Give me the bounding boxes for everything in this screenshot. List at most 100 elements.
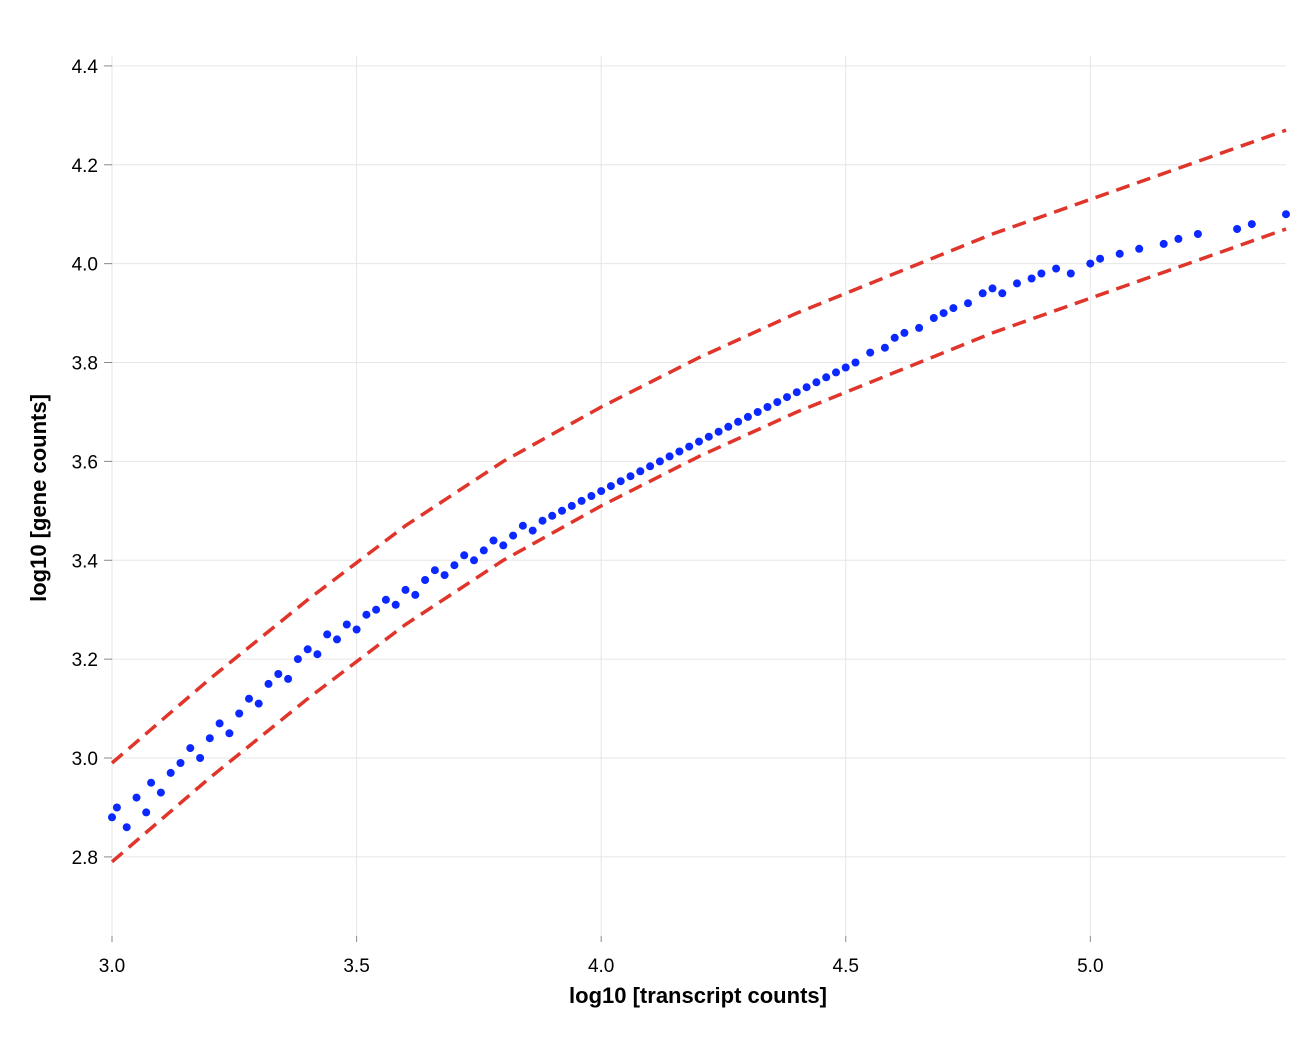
data-point bbox=[362, 610, 371, 619]
data-point bbox=[1159, 239, 1168, 248]
data-point bbox=[646, 462, 655, 471]
data-point bbox=[998, 289, 1007, 298]
data-point bbox=[293, 655, 302, 664]
data-point bbox=[509, 531, 518, 540]
data-point bbox=[156, 788, 165, 797]
data-point bbox=[401, 585, 410, 594]
data-point bbox=[235, 709, 244, 718]
data-point bbox=[303, 645, 312, 654]
data-point bbox=[372, 605, 381, 614]
data-point bbox=[391, 600, 400, 609]
data-point bbox=[196, 754, 205, 762]
data-point bbox=[1193, 230, 1202, 238]
data-point bbox=[900, 328, 909, 337]
data-point bbox=[841, 363, 850, 372]
data-point bbox=[866, 348, 875, 357]
data-point bbox=[763, 403, 772, 411]
data-point bbox=[313, 650, 322, 659]
upper-bound-line bbox=[110, 128, 1287, 765]
y-tick-label: 3.8 bbox=[72, 354, 98, 375]
data-point bbox=[205, 734, 214, 743]
data-point bbox=[1013, 279, 1021, 288]
data-point bbox=[440, 571, 449, 580]
data-point bbox=[567, 501, 576, 510]
x-tick-label: 3.0 bbox=[99, 956, 125, 977]
data-point bbox=[1086, 259, 1095, 268]
data-point bbox=[112, 803, 121, 812]
data-point bbox=[284, 674, 293, 683]
data-point bbox=[333, 635, 341, 644]
y-tick-label: 4.2 bbox=[72, 156, 98, 177]
data-point bbox=[964, 299, 972, 308]
data-point bbox=[166, 768, 175, 777]
data-point bbox=[743, 412, 752, 421]
data-point bbox=[132, 793, 141, 802]
data-point bbox=[1066, 269, 1075, 278]
data-point bbox=[122, 823, 131, 832]
x-tick-label: 4.5 bbox=[833, 956, 859, 977]
y-axis-title: log10 [gene counts] bbox=[26, 394, 51, 602]
data-point bbox=[626, 472, 635, 481]
y-tick-label: 3.6 bbox=[72, 452, 98, 473]
data-point bbox=[675, 447, 684, 456]
data-point bbox=[489, 536, 498, 545]
data-point bbox=[538, 516, 547, 525]
data-point bbox=[264, 679, 273, 688]
data-point bbox=[1174, 234, 1183, 243]
data-point bbox=[949, 304, 958, 313]
data-point bbox=[714, 427, 723, 436]
data-point bbox=[988, 284, 997, 293]
data-point bbox=[636, 467, 645, 476]
data-point bbox=[1052, 264, 1061, 273]
data-point bbox=[450, 561, 459, 570]
data-point bbox=[518, 521, 527, 530]
data-point bbox=[734, 417, 743, 426]
x-axis-title: log10 [transcript counts] bbox=[569, 983, 827, 1008]
data-point bbox=[430, 566, 439, 575]
data-point bbox=[802, 383, 811, 392]
data-point bbox=[606, 482, 615, 491]
data-point bbox=[323, 630, 332, 639]
data-point bbox=[880, 343, 889, 352]
data-point bbox=[890, 333, 899, 342]
data-point bbox=[245, 694, 253, 703]
x-tick-label: 4.0 bbox=[588, 956, 614, 977]
data-point bbox=[381, 595, 390, 604]
grid bbox=[111, 56, 1286, 936]
data-point bbox=[597, 487, 606, 496]
data-point bbox=[655, 457, 664, 466]
data-point bbox=[421, 576, 430, 584]
data-point bbox=[528, 526, 537, 535]
y-tick-label: 3.4 bbox=[72, 551, 99, 572]
data-point bbox=[342, 620, 351, 629]
data-point bbox=[915, 323, 924, 332]
data-point bbox=[352, 625, 361, 634]
data-point bbox=[978, 289, 987, 298]
data-point bbox=[577, 496, 586, 505]
data-point bbox=[783, 393, 791, 402]
data-point bbox=[587, 492, 596, 500]
data-point bbox=[479, 546, 488, 555]
data-point bbox=[1027, 274, 1036, 283]
data-point bbox=[665, 452, 674, 461]
y-tick-label: 4.4 bbox=[72, 57, 99, 78]
data-point bbox=[1037, 269, 1046, 278]
data-point bbox=[225, 729, 234, 738]
data-point bbox=[616, 477, 625, 486]
x-tick-label: 3.5 bbox=[343, 956, 369, 977]
data-point bbox=[851, 358, 860, 367]
y-tick-label: 2.8 bbox=[72, 848, 98, 869]
data-point bbox=[254, 699, 263, 708]
data-point bbox=[832, 368, 840, 377]
axis-ticks bbox=[104, 65, 1091, 942]
y-tick-label: 3.0 bbox=[72, 749, 98, 770]
x-tick-label: 5.0 bbox=[1077, 956, 1103, 977]
data-point bbox=[460, 551, 469, 560]
data-point bbox=[147, 778, 156, 787]
tick-labels: 3.0 3.5 4.0 4.5 5.0 2.8 3.0 3.2 3.4 3.6 3.8 4.0 4.2 4… bbox=[72, 57, 1104, 977]
data-point bbox=[1096, 254, 1105, 263]
data-point bbox=[822, 373, 831, 382]
data-point bbox=[1233, 225, 1242, 233]
